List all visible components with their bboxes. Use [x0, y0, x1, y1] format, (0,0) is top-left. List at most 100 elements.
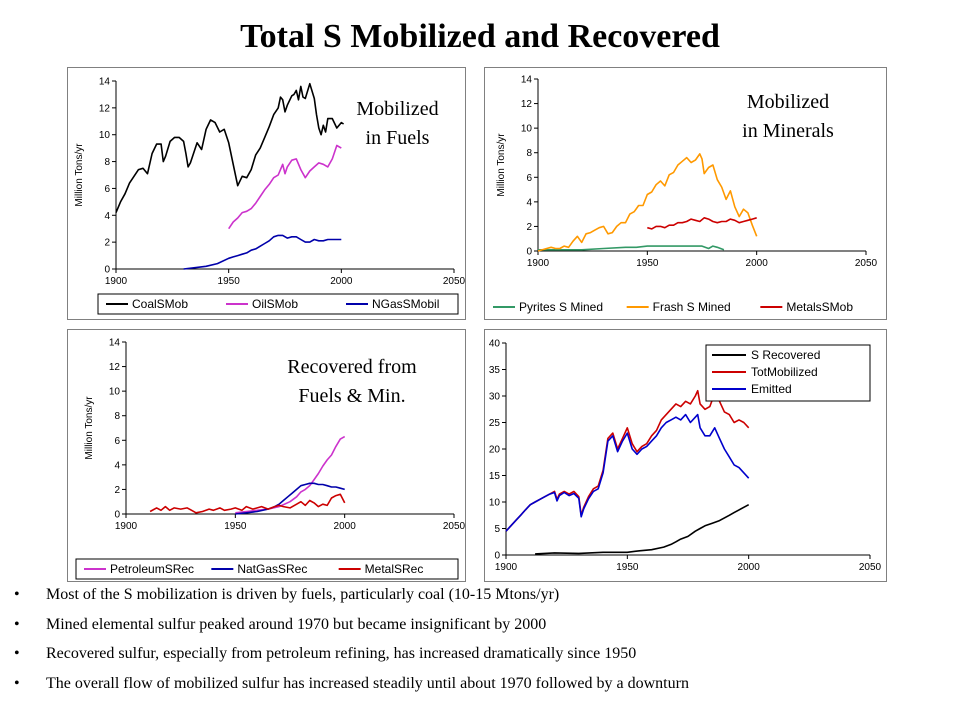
legend-label: MetalSRec: [365, 562, 424, 576]
y-tick-label: 4: [104, 211, 110, 222]
y-tick-label: 2: [104, 238, 110, 249]
y-tick-label: 10: [521, 124, 533, 135]
series-line-ngasssmobil: [183, 234, 342, 270]
series-line-petroleumsrec: [235, 435, 346, 514]
legend-label: MetalsSMob: [786, 300, 853, 314]
bullet-item: • Most of the S mobilization is driven by…: [8, 584, 958, 614]
x-tick-label: 2050: [859, 562, 882, 573]
y-axis-label: Million Tons/yr: [496, 133, 507, 197]
y-tick-label: 8: [526, 148, 532, 159]
chart-svg-fuels: 0 2 4 6 8 10 12 14 1900 1950 2000 2050 Million Tons/…: [74, 77, 466, 315]
y-tick-label: 14: [109, 338, 121, 349]
legend-label: Pyrites S Mined: [519, 300, 603, 314]
y-tick-label: 12: [109, 362, 121, 373]
bullet-text: Most of the S mobilization is driven by …: [46, 586, 560, 603]
bullet-list: • Most of the S mobilization is driven by…: [8, 584, 958, 702]
series-line-coalsmob: [115, 82, 345, 213]
bullet-marker: •: [14, 586, 20, 603]
legend-label: NGasSMobil: [372, 297, 439, 311]
y-tick-label: 5: [494, 524, 500, 535]
x-tick-label: 2000: [334, 521, 357, 532]
y-tick-label: 0: [526, 247, 532, 258]
y-tick-label: 10: [99, 130, 111, 141]
x-tick-label: 1950: [616, 562, 639, 573]
x-tick-label: 1950: [636, 258, 659, 269]
y-tick-label: 0: [104, 265, 110, 276]
annotation-minerals: Mobilized in Minerals: [742, 91, 834, 142]
series-line-pyrites-s-mined: [538, 245, 725, 251]
legend-box: [97, 293, 459, 315]
x-tick-label: 2050: [443, 521, 466, 532]
legend-label: NatGasSRec: [237, 562, 307, 576]
x-tick-label: 1900: [527, 258, 550, 269]
y-tick-label: 12: [521, 99, 533, 110]
series-line-metalssmob: [647, 217, 757, 230]
y-tick-label: 4: [526, 197, 532, 208]
legend-box: [75, 558, 459, 580]
y-tick-label: 4: [114, 460, 120, 471]
annotation-fuels: Mobilized in Fuels: [356, 98, 439, 149]
legend-label: Frash S Mined: [653, 300, 731, 314]
bullet-marker: •: [14, 615, 20, 633]
bullet-text: Mined elemental sulfur peaked around 197…: [46, 615, 547, 633]
bullet-marker: •: [14, 674, 20, 692]
x-tick-label: 2000: [746, 258, 769, 269]
legend-label: CoalSMob: [132, 297, 188, 311]
series-line-oilsmob: [228, 144, 342, 230]
x-tick-label: 1950: [224, 521, 247, 532]
y-tick-label: 2: [114, 485, 120, 496]
series-line-metalsrec: [149, 493, 346, 514]
bullet-text: The overall flow of mobilized sulfur has…: [46, 674, 689, 692]
y-axis-label: Million Tons/yr: [84, 396, 95, 460]
x-tick-label: 1900: [115, 521, 138, 532]
chart-panel-fuels: 0 2 4 6 8 10 12 14 1900 1950 2000 2050 Million Tons/…: [67, 67, 466, 320]
chart-svg-recovered: 0 2 4 6 8 10 12 14 1900 1950 2000 2050 Million Tons/…: [75, 338, 466, 580]
y-tick-label: 6: [526, 173, 532, 184]
bullet-text: Recovered sulfur, especially from petrol…: [46, 645, 637, 662]
y-axis-label: Million Tons/yr: [74, 143, 85, 207]
y-tick-label: 14: [99, 77, 111, 88]
y-tick-label: 15: [489, 471, 501, 482]
legend-label: PetroleumSRec: [110, 562, 194, 576]
x-tick-label: 2000: [330, 276, 353, 287]
y-tick-label: 0: [114, 510, 120, 521]
x-tick-label: 1900: [105, 276, 128, 287]
series-line-s-recovered: [535, 503, 750, 555]
x-tick-label: 2000: [738, 562, 761, 573]
chart-svg-totals: 0 5 10 15 20 25 30 35 40 1900 1950 2000 2050 S Recove…: [489, 339, 882, 574]
x-tick-label: 2050: [443, 276, 466, 287]
x-tick-label: 2050: [855, 258, 878, 269]
y-tick-label: 12: [99, 103, 111, 114]
y-tick-label: 10: [109, 387, 121, 398]
bullet-item: • Recovered sulfur, especially from petro…: [8, 643, 958, 673]
y-tick-label: 20: [489, 445, 501, 456]
slide-title: Total S Mobilized and Recovered: [240, 18, 720, 55]
y-tick-label: 35: [489, 365, 501, 376]
bullet-marker: •: [14, 645, 20, 662]
x-tick-label: 1900: [495, 562, 518, 573]
bullet-item: • Mined elemental sulfur peaked around 19…: [8, 614, 958, 644]
chart-panel-totals: 0 5 10 15 20 25 30 35 40 1900 1950 2000 2050 S Recove…: [484, 329, 887, 582]
y-tick-label: 0: [494, 551, 500, 562]
y-tick-label: 8: [114, 411, 120, 422]
series-line-totmobilized: [505, 389, 750, 532]
bullet-item: • The overall flow of mobilized sulfur ha…: [8, 673, 958, 703]
series-line-frash-s-mined: [537, 153, 758, 252]
y-tick-label: 6: [104, 184, 110, 195]
chart-panel-minerals: 0 2 4 6 8 10 12 14 1900 1950 2000 2050 Million Tons/…: [484, 67, 887, 320]
x-tick-label: 1950: [218, 276, 241, 287]
legend-label: OilSMob: [252, 297, 298, 311]
y-tick-label: 8: [104, 157, 110, 168]
legend-label: TotMobilized: [751, 365, 818, 379]
y-tick-label: 14: [521, 75, 533, 86]
legend-label: S Recovered: [751, 348, 820, 362]
y-tick-label: 40: [489, 339, 501, 350]
y-tick-label: 25: [489, 418, 501, 429]
y-tick-label: 6: [114, 436, 120, 447]
y-tick-label: 30: [489, 392, 501, 403]
series-line-emitted: [505, 413, 750, 532]
annotation-recovered: Recovered from Fuels & Min.: [287, 356, 417, 407]
y-tick-label: 2: [526, 222, 532, 233]
y-tick-label: 10: [489, 498, 501, 509]
legend-label: Emitted: [751, 382, 792, 396]
